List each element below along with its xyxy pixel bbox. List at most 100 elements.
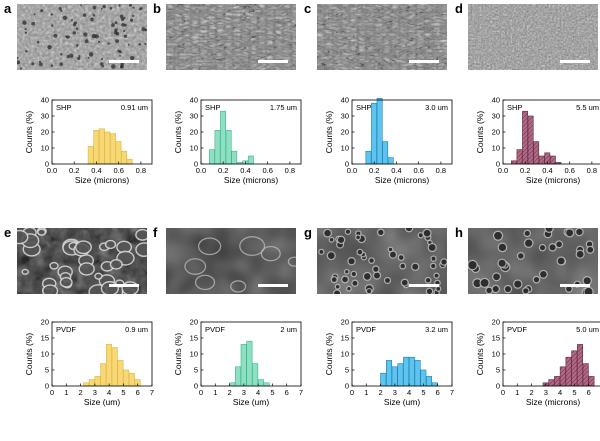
y-tick-label: 20: [341, 318, 349, 327]
histogram-bar-hatch: [560, 366, 566, 386]
x-tick-label: 4: [558, 388, 562, 397]
x-tick-label: 0.4: [542, 166, 552, 175]
x-tick-label: 3: [242, 388, 246, 397]
histogram-bar: [425, 376, 432, 387]
sem-micrograph-image: [468, 4, 598, 70]
size-label: 5.5 um: [576, 103, 599, 112]
x-axis-label: Size (um): [233, 397, 270, 407]
panel-letter: e: [4, 225, 11, 240]
histogram-bar: [123, 369, 130, 387]
histogram-chart: 0.0 0.2 0.4 0.6 0.8 0 10 20 30 40 SHP 0.91 um Size (…: [24, 96, 153, 185]
y-tick-label: 5: [194, 366, 198, 375]
panel-letter: c: [304, 1, 311, 16]
x-tick-label: 0.8: [587, 166, 597, 175]
y-tick-label: 0: [496, 160, 500, 169]
x-tick-label: 2: [78, 388, 82, 397]
histogram-bar: [231, 150, 238, 165]
histogram-bar: [115, 141, 122, 165]
y-tick-label: 20: [190, 128, 198, 137]
sample-label: SHP: [356, 103, 371, 112]
y-tick-label: 30: [190, 112, 198, 121]
histogram-bar: [209, 149, 215, 165]
x-tick-label: 5: [270, 388, 274, 397]
y-axis-label: Counts (%): [324, 111, 334, 154]
y-tick-label: 10: [190, 144, 198, 153]
y-tick-label: 10: [341, 350, 349, 359]
x-tick-label: 0.6: [262, 166, 272, 175]
histogram-bar: [126, 158, 133, 165]
histogram-chart: 0.0 0.2 0.4 0.6 0.8 0 10 20 30 40 SHP 1.75 um Size (…: [173, 96, 302, 185]
size-label: 1.75 um: [270, 103, 297, 112]
histogram-bar-hatch: [539, 156, 545, 164]
histogram-chart: 0 1 2 3 4 5 6 7 0 5 10 15 20 PVDF 0.9 um Size (um) Count…: [24, 318, 154, 407]
x-axis-label: Size (microns): [526, 175, 580, 185]
x-axis-label: Size (microns): [526, 397, 580, 407]
panel-letter: a: [4, 1, 12, 16]
y-tick-label: 20: [492, 128, 500, 137]
sample-label: PVDF: [356, 325, 376, 334]
y-axis-label: Counts (%): [24, 333, 34, 376]
histogram-bar: [387, 157, 394, 165]
size-label: 2 um: [280, 325, 297, 334]
x-tick-label: 1: [515, 388, 519, 397]
histogram-bar: [391, 366, 398, 387]
x-tick-label: 0: [501, 388, 505, 397]
y-tick-label: 30: [41, 112, 49, 121]
x-tick-label: 7: [299, 388, 303, 397]
sem-micrograph-image: [17, 4, 147, 70]
histogram-chart: 0.0 0.2 0.4 0.6 0.8 0 10 20 30 40 SHP 3.0 um Size (m…: [324, 96, 453, 185]
x-tick-label: 0.6: [113, 166, 123, 175]
y-tick-label: 30: [341, 112, 349, 121]
y-tick-label: 0: [194, 160, 198, 169]
y-tick-label: 15: [190, 334, 198, 343]
panel-letter: b: [153, 1, 161, 16]
y-tick-label: 10: [341, 144, 349, 153]
histogram-bar-hatch: [544, 152, 550, 164]
histogram-bar: [252, 363, 259, 387]
scale-bar: [409, 60, 439, 63]
scale-bar: [560, 60, 590, 63]
histogram-bar: [240, 344, 247, 387]
x-tick-label: 4: [256, 388, 260, 397]
y-tick-label: 15: [41, 334, 49, 343]
y-axis-label: Counts (%): [173, 111, 183, 154]
panel-letter: d: [455, 1, 463, 16]
y-tick-label: 20: [492, 318, 500, 327]
histogram-bar: [94, 376, 101, 387]
x-tick-label: 0.4: [240, 166, 250, 175]
x-tick-label: 3: [544, 388, 548, 397]
scale-bar: [258, 60, 288, 63]
panel-a: a 0.0 0.2 0.4 0.6 0.8 0 10 20 30 40 SHP 0.91 um Size …: [4, 1, 153, 185]
histogram-bar: [110, 133, 116, 165]
histogram-bar: [128, 372, 135, 387]
y-tick-label: 15: [492, 334, 500, 343]
histogram-bar: [88, 379, 95, 387]
histogram-bar: [246, 340, 253, 387]
x-tick-label: 0.0: [47, 166, 57, 175]
x-tick-label: 5: [572, 388, 576, 397]
histogram-bar: [111, 347, 118, 387]
panel-letter: f: [153, 225, 158, 240]
sem-micrograph-image: [317, 4, 447, 70]
x-tick-label: 6: [587, 388, 591, 397]
x-tick-label: 7: [450, 388, 454, 397]
histogram-bar: [403, 356, 410, 387]
x-tick-label: 0.2: [69, 166, 79, 175]
y-tick-label: 20: [41, 318, 49, 327]
y-tick-label: 40: [190, 96, 198, 105]
histogram-bar: [83, 382, 90, 387]
sample-label: SHP: [205, 103, 220, 112]
histogram-bar: [229, 382, 236, 387]
histogram-bar: [121, 150, 127, 165]
y-tick-label: 15: [341, 334, 349, 343]
x-tick-label: 0: [350, 388, 354, 397]
sample-label: PVDF: [205, 325, 225, 334]
x-tick-label: 6: [436, 388, 440, 397]
histogram-bar-hatch: [533, 141, 539, 164]
y-tick-label: 5: [496, 366, 500, 375]
histogram-bar: [87, 146, 94, 165]
y-tick-label: 10: [492, 350, 500, 359]
